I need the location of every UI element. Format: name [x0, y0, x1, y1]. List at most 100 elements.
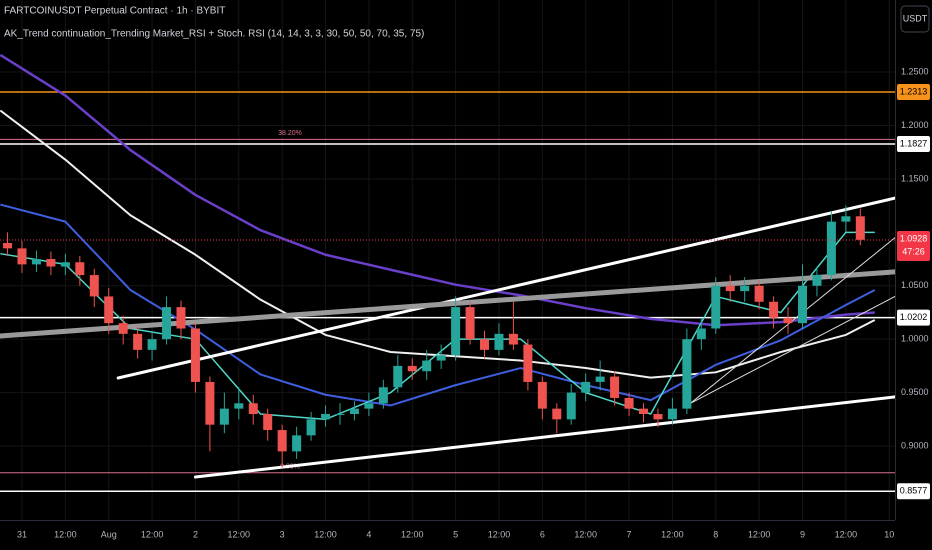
plot-area: 38.20%0.00% — [0, 53, 895, 493]
currency-button[interactable] — [900, 5, 930, 33]
candle-body — [494, 333, 504, 350]
candle-body — [422, 360, 432, 372]
candle-body — [855, 216, 865, 240]
y-tick-label: 0.9000 — [901, 440, 929, 450]
candle-body — [306, 419, 316, 436]
x-tick-label: 2 — [193, 529, 198, 539]
fib-label: 38.20% — [278, 130, 302, 137]
level-tag — [897, 483, 930, 500]
y-tick-label: 1.2500 — [901, 66, 929, 76]
candle-body — [537, 381, 547, 409]
candle-body — [566, 392, 576, 420]
candle-body — [653, 413, 663, 420]
candle-body — [89, 275, 99, 297]
trendline — [116, 196, 895, 380]
candle-body — [60, 262, 70, 267]
x-tick-label: 12:00 — [314, 529, 337, 539]
candle-body — [451, 307, 461, 356]
candle-body — [321, 413, 331, 420]
candle-body — [812, 275, 822, 286]
candle-body — [436, 355, 446, 361]
candle-body — [378, 387, 388, 404]
candle-body — [769, 301, 779, 318]
candle-body — [552, 408, 562, 420]
trendline — [689, 237, 895, 404]
candle-body — [349, 408, 359, 414]
candle-body — [292, 435, 302, 452]
candle-body — [393, 365, 403, 388]
candle-body — [104, 296, 114, 324]
moving-average — [0, 53, 875, 327]
level-label: 1.0202 — [900, 312, 928, 322]
candle-body — [581, 381, 591, 393]
candle-body — [147, 339, 157, 350]
candle-body — [133, 333, 143, 350]
candle-body — [797, 285, 807, 324]
candle-body — [610, 376, 620, 398]
candle-body — [682, 339, 692, 409]
candle-body — [740, 285, 750, 292]
level-tag — [897, 135, 930, 152]
x-tick-label: 12:00 — [228, 529, 251, 539]
candle-body — [826, 221, 836, 276]
x-tick-label: 9 — [800, 529, 805, 539]
candle-body — [754, 285, 764, 302]
y-tick-label: 1.0500 — [901, 280, 929, 290]
trendline — [689, 295, 895, 404]
countdown-label: 47:26 — [902, 246, 925, 256]
candle-body — [725, 285, 735, 292]
x-tick-label: 12:00 — [835, 529, 858, 539]
candle-body — [335, 413, 345, 415]
candle-body — [364, 403, 374, 409]
y-tick-label: 1.1500 — [901, 173, 929, 183]
level-tag — [897, 84, 930, 101]
candle-body — [162, 307, 172, 340]
x-tick-label: 12:00 — [574, 529, 597, 539]
candle-body — [248, 403, 258, 414]
x-tick-label: 3 — [280, 529, 285, 539]
x-tick-label: 6 — [540, 529, 545, 539]
candle-body — [841, 216, 851, 222]
trendline — [193, 395, 895, 479]
y-tick-label: 0.9500 — [901, 387, 929, 397]
x-tick-label: 5 — [453, 529, 458, 539]
x-tick-label: 31 — [17, 529, 27, 539]
candle-body — [465, 307, 475, 340]
candle-body — [523, 344, 533, 382]
candle-body — [118, 323, 128, 334]
candle-body — [46, 259, 56, 267]
y-tick-label: 1.2000 — [901, 120, 929, 130]
level-tag — [897, 309, 930, 326]
chart-title: FARTCOINUSDT Perpetual Contract · 1h · B… — [4, 6, 225, 17]
level-label: 0.8577 — [900, 486, 928, 496]
moving-average — [0, 203, 876, 407]
candle-body — [234, 403, 244, 409]
y-tick-label: 1.0000 — [901, 334, 929, 344]
x-tick-label: 12:00 — [401, 529, 424, 539]
candle-body — [595, 376, 605, 382]
candle-body — [667, 408, 677, 420]
level-label: 1.1827 — [900, 138, 928, 148]
x-tick-label: 12:00 — [748, 529, 771, 539]
axes: 1.2500 1.2000 1.1500 1.0500 1.0000 0.9500 0.90… — [17, 66, 930, 539]
x-tick-label: 7 — [627, 529, 632, 539]
candle-body — [407, 365, 417, 372]
candle-body — [277, 430, 287, 452]
candle-body — [31, 259, 41, 265]
candle-body — [3, 243, 13, 249]
candle-body — [624, 397, 634, 409]
trendline — [0, 269, 895, 339]
current-price-tag — [897, 231, 930, 262]
candle-body — [263, 413, 273, 431]
candle-body — [711, 285, 721, 329]
x-tick-label: 10 — [884, 529, 894, 539]
level-label: 1.2313 — [900, 86, 928, 96]
x-tick-label: 12:00 — [661, 529, 684, 539]
candle-body — [639, 408, 649, 414]
currency-label[interactable]: USDT — [903, 13, 928, 23]
candle-body — [205, 381, 215, 425]
candle-body — [75, 262, 85, 276]
candle-body — [17, 248, 27, 265]
